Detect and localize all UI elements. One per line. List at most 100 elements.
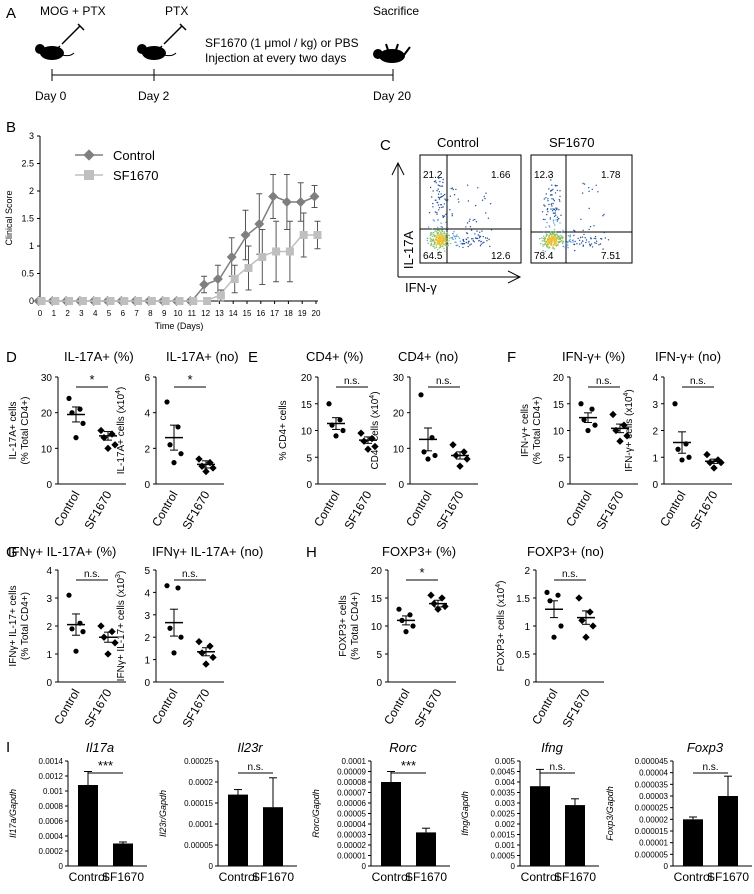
data-point-sf1670 — [313, 231, 322, 239]
flow-event-dot — [560, 236, 562, 239]
data-point-sf1670 — [717, 458, 725, 467]
chart-title: IFNγ+ IL-17A+ (no) — [152, 544, 263, 559]
significance-label: *** — [401, 758, 416, 773]
flow-event-dot — [543, 244, 546, 246]
flow-event-dot — [548, 174, 550, 177]
flow-event-dot — [588, 241, 590, 243]
data-point-control — [295, 197, 306, 207]
flow-event-dot — [559, 195, 561, 198]
flow-event-dot — [475, 221, 478, 223]
significance-label: n.s. — [690, 376, 706, 387]
flow-event-dot — [468, 220, 470, 222]
x-category-label: SF1670 — [687, 488, 720, 532]
data-point-control — [589, 406, 595, 412]
bar-sf1670 — [113, 843, 133, 866]
data-point-sf1670 — [202, 660, 210, 668]
significance-label: * — [89, 372, 94, 387]
flow-event-dot — [591, 246, 594, 248]
y-tick-label: 3 — [46, 594, 52, 605]
data-point-control — [268, 191, 279, 202]
x-category-label: Control — [311, 489, 342, 530]
flow-event-dot — [588, 207, 590, 210]
flow-event-dot — [443, 215, 446, 217]
y-axis-label: Ifng/Gapdh — [460, 791, 470, 836]
data-point-control — [581, 417, 587, 423]
y-tick-label: 30 — [41, 373, 53, 384]
flow-event-dot — [572, 241, 574, 243]
y-tick-label: 0 — [29, 296, 34, 306]
flow-event-dot — [479, 237, 481, 239]
y-axis-label: Foxp3/Gapdh — [605, 786, 615, 841]
data-point-control — [683, 441, 689, 447]
flow-event-dot — [578, 239, 581, 241]
x-tick-label: 4 — [93, 309, 98, 318]
legend-label-sf1670: SF1670 — [113, 168, 159, 183]
flow-event-dot — [465, 241, 468, 244]
flow-event-dot — [431, 233, 433, 235]
data-point-sf1670 — [78, 297, 87, 305]
flow-event-dot — [439, 242, 441, 244]
flow-event-dot — [487, 217, 490, 219]
data-point-sf1670 — [623, 432, 631, 440]
flow-event-dot — [439, 246, 441, 249]
flow-event-dot — [429, 240, 432, 242]
data-point-control — [429, 435, 435, 441]
flow-event-dot — [479, 231, 481, 233]
flow-event-dot — [426, 237, 429, 239]
y-tick-label: 0.004 — [495, 778, 516, 787]
flow-event-dot — [442, 194, 445, 197]
flow-event-dot — [444, 232, 446, 235]
syringe-icon — [55, 23, 85, 51]
flow-event-dot — [539, 238, 541, 240]
flow-event-dot — [599, 243, 602, 245]
flow-event-dot — [445, 221, 447, 223]
flow-event-dot — [441, 229, 443, 232]
flow-event-dot — [454, 236, 456, 238]
x-tick-label: 7 — [134, 309, 139, 318]
y-tick-label: 0.5 — [21, 269, 34, 279]
flow-event-dot — [441, 185, 444, 187]
flow-event-dot — [467, 200, 470, 202]
flow-event-dot — [439, 197, 441, 199]
y-tick-label: 2 — [46, 622, 52, 633]
x-category-label: Control — [403, 489, 434, 530]
y-tick-label: 1 — [144, 656, 150, 667]
timeline-step2: PTX — [165, 4, 188, 18]
flow-event-dot — [595, 240, 598, 242]
flow-event-dot — [547, 243, 549, 245]
flow-event-dot — [567, 244, 569, 246]
significance-label: n.s. — [562, 569, 578, 580]
y-axis-label-line2: (% Total CD4+) — [532, 397, 543, 465]
data-point-control — [585, 427, 591, 434]
flow-event-dot — [474, 218, 476, 221]
data-point-control — [558, 623, 564, 629]
flow-event-dot — [550, 244, 552, 246]
flow-event-dot — [553, 248, 556, 250]
data-point-control — [421, 449, 427, 455]
flow-event-dot — [452, 232, 454, 235]
y-tick-label: 0.00025 — [184, 757, 213, 766]
x-category-label: SF1670 — [179, 686, 212, 730]
flow-event-dot — [440, 222, 442, 224]
y-axis-label: IL-17A+ cells — [8, 401, 19, 459]
y-tick-label: 0.0035 — [491, 789, 516, 798]
y-tick-label: 0.0045 — [491, 768, 516, 777]
flow-y-label: IL-17A — [401, 231, 416, 270]
y-tick-label: 0.001 — [495, 841, 516, 850]
flow-event-dot — [466, 222, 469, 224]
flow-event-dot — [426, 239, 428, 242]
flow-event-dot — [441, 235, 443, 237]
x-tick-label: 19 — [298, 309, 307, 318]
flow-title-sf1670: SF1670 — [549, 135, 595, 150]
timeline-day0: Day 0 — [35, 89, 67, 103]
x-tick-label: 18 — [284, 309, 293, 318]
bar-chart-panels: Il17a00.00020.00040.00060.00080.0010.001… — [8, 740, 752, 884]
flow-event-dot — [591, 188, 593, 190]
flow-event-dot — [604, 237, 606, 239]
data-point-sf1670 — [364, 445, 372, 453]
y-tick-label: 4 — [144, 588, 150, 599]
flow-event-dot — [602, 215, 604, 217]
flow-event-dot — [433, 243, 436, 245]
flow-event-dot — [427, 242, 429, 244]
